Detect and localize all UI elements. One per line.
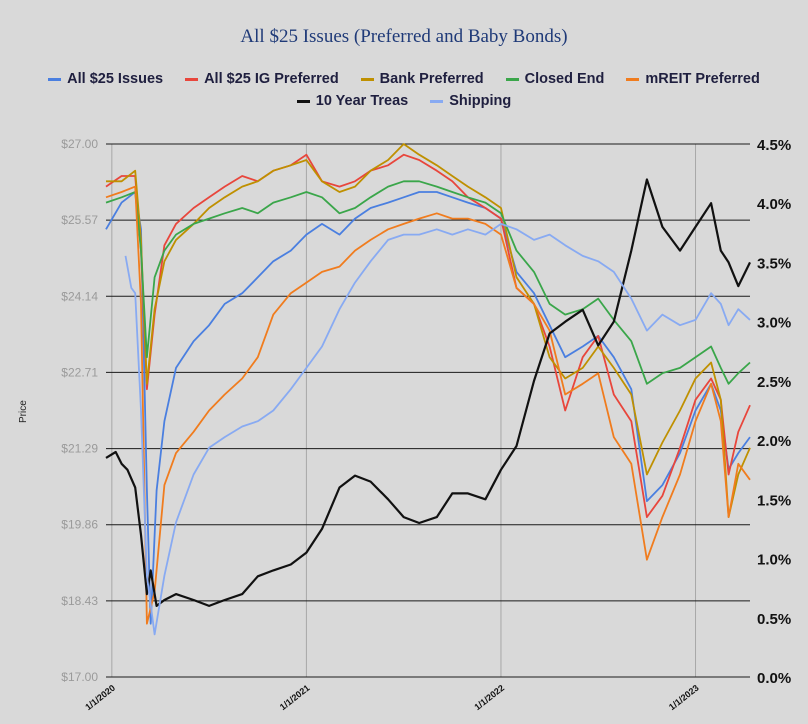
y-left-tick-label: $25.57 [61, 213, 98, 227]
y-right-tick-label: 3.0% [757, 315, 791, 332]
legend-swatch [626, 77, 640, 81]
y-left-tick-label: $17.00 [61, 670, 98, 684]
y-left-tick-label: $21.29 [61, 442, 98, 456]
legend-label: Closed End [524, 71, 605, 87]
legend-swatch [296, 99, 310, 103]
legend-label: All $25 Issues [67, 71, 164, 87]
x-tick-label: 1/1/2020 [83, 683, 117, 712]
y-right-tick-label: 2.5% [757, 374, 791, 391]
y-right-tick-label: 0.5% [757, 611, 791, 628]
y-left-tick-label: $18.43 [61, 594, 98, 608]
y-right-tick-label: 1.5% [757, 492, 791, 509]
series-line [105, 191, 751, 625]
legend-item: Closed End [505, 71, 605, 87]
legend-swatch [360, 77, 374, 81]
series-line [105, 153, 751, 518]
y-left-tick-label: $27.00 [61, 137, 98, 151]
x-tick-label: 1/1/2022 [472, 683, 506, 712]
legend-item: Shipping [430, 93, 511, 109]
series-line [105, 180, 751, 385]
y-right-tick-label: 4.5% [757, 137, 791, 154]
legend-item: Bank Preferred [360, 71, 484, 87]
legend-label: mREIT Preferred [645, 71, 760, 87]
legend-swatch [505, 77, 519, 81]
legend-swatch [430, 99, 444, 103]
legend-label: Shipping [449, 93, 512, 109]
y-right-tick-label: 4.0% [757, 196, 791, 213]
legend-label: 10 Year Treas [315, 93, 409, 109]
legend-item: All $25 Issues [48, 71, 163, 87]
y-right-tick-label: 1.0% [757, 552, 791, 569]
legend-row: 10 Year Treas Shipping [0, 93, 808, 109]
y-right-tick-label: 0.0% [757, 670, 791, 687]
y-left-tick-label: $19.86 [61, 518, 98, 532]
series-line [124, 223, 751, 636]
chart-title: All $25 Issues (Preferred and Baby Bonds… [240, 26, 568, 47]
series-line [106, 143, 751, 518]
legend-swatch [48, 77, 62, 81]
series-line [105, 185, 751, 625]
series-line [105, 178, 751, 607]
y-left-tick-label: $22.71 [61, 365, 98, 379]
y-right-tick-label: 3.5% [757, 255, 791, 272]
legend-item: mREIT Preferred [626, 71, 760, 87]
legend-swatch [185, 77, 199, 81]
y-left-tick-label: $24.14 [61, 289, 98, 303]
x-tick-label: 1/1/2021 [278, 683, 312, 712]
legend-label: Bank Preferred [379, 71, 484, 87]
legend-label: All $25 IG Preferred [204, 71, 339, 87]
x-tick-label: 1/1/2023 [667, 683, 701, 712]
legend-item: 10 Year Treas [296, 93, 409, 109]
legend-row: All $25 Issues All $25 IG Preferred Bank P… [0, 71, 808, 87]
y-right-tick-label: 2.0% [757, 433, 791, 450]
legend-item: All $25 IG Preferred [185, 71, 339, 87]
